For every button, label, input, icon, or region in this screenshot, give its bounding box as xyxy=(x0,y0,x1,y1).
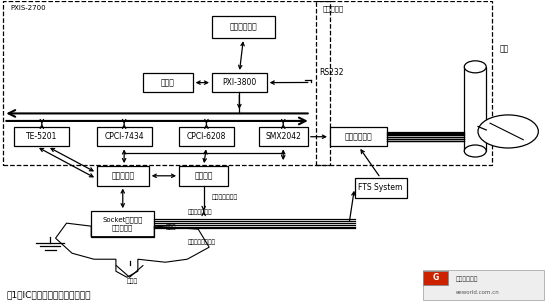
Text: 高低温系统: 高低温系统 xyxy=(323,5,344,12)
FancyBboxPatch shape xyxy=(258,127,308,146)
Text: eeworld.com.cn: eeworld.com.cn xyxy=(456,290,500,295)
Text: 电压、电流信号: 电压、电流信号 xyxy=(212,195,238,201)
Text: 功放模块: 功放模块 xyxy=(195,171,213,180)
Text: CPCI-7434: CPCI-7434 xyxy=(104,132,144,141)
Bar xyxy=(464,67,486,151)
Text: Socket及信号采
集放大电路: Socket及信号采 集放大电路 xyxy=(102,217,143,231)
FancyBboxPatch shape xyxy=(179,166,228,185)
Text: 电子工程世界: 电子工程世界 xyxy=(456,276,478,281)
Text: 推电器矩阵: 推电器矩阵 xyxy=(111,171,134,180)
FancyBboxPatch shape xyxy=(212,16,275,38)
Text: 芯片环境温度信号: 芯片环境温度信号 xyxy=(187,239,215,245)
Text: PXIS-2700: PXIS-2700 xyxy=(10,5,46,11)
Text: G: G xyxy=(433,273,439,282)
Text: CPCI-6208: CPCI-6208 xyxy=(187,132,226,141)
FancyBboxPatch shape xyxy=(423,270,544,300)
FancyBboxPatch shape xyxy=(97,166,149,185)
Circle shape xyxy=(478,115,538,148)
Text: 输入输出终端: 输入输出终端 xyxy=(229,22,257,31)
Text: 气泵: 气泵 xyxy=(500,44,509,53)
Text: 存储器: 存储器 xyxy=(161,78,175,87)
Text: 净化、恒温空气: 净化、恒温空气 xyxy=(187,209,212,215)
Text: FTS System: FTS System xyxy=(359,183,403,192)
Text: PXI-3800: PXI-3800 xyxy=(222,78,256,87)
FancyBboxPatch shape xyxy=(179,127,234,146)
Ellipse shape xyxy=(464,145,486,157)
Text: 隔离罩: 隔离罩 xyxy=(166,224,176,230)
FancyBboxPatch shape xyxy=(212,73,267,92)
Text: 热电偶: 热电偶 xyxy=(126,279,138,284)
FancyBboxPatch shape xyxy=(97,127,152,146)
FancyBboxPatch shape xyxy=(355,178,406,198)
Ellipse shape xyxy=(464,61,486,73)
Text: 干燥、过滤器: 干燥、过滤器 xyxy=(345,132,372,141)
FancyBboxPatch shape xyxy=(144,73,192,92)
Text: SMX2042: SMX2042 xyxy=(265,132,301,141)
Text: 图1，IC半自动测试系统硬件构成: 图1，IC半自动测试系统硬件构成 xyxy=(6,291,91,300)
Text: RS232: RS232 xyxy=(319,68,343,77)
Text: TE-5201: TE-5201 xyxy=(26,132,58,141)
FancyBboxPatch shape xyxy=(91,211,155,237)
FancyBboxPatch shape xyxy=(423,271,448,285)
FancyBboxPatch shape xyxy=(14,127,69,146)
FancyBboxPatch shape xyxy=(330,127,387,146)
